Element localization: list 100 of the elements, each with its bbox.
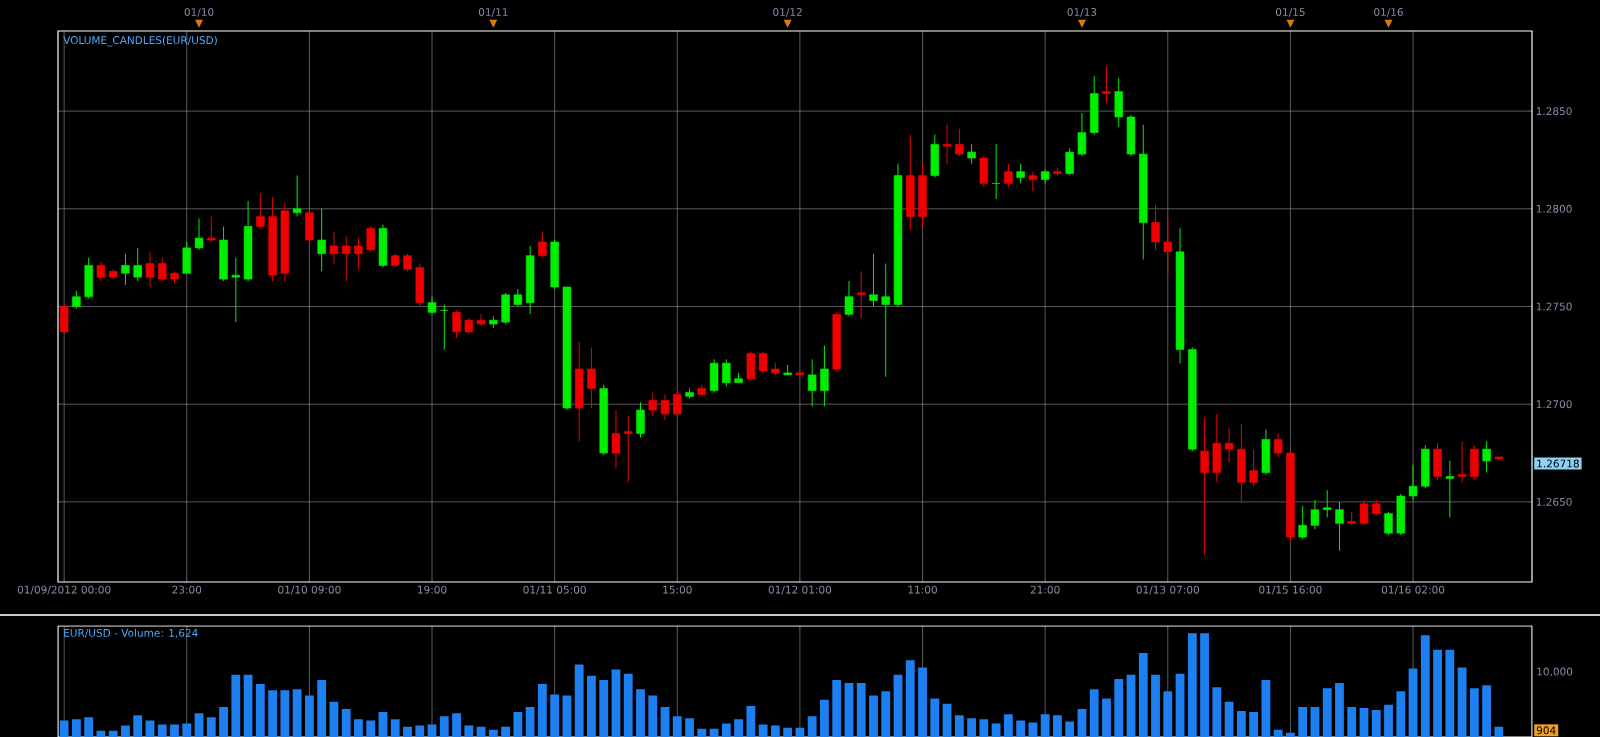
bar [403,726,412,737]
bar [881,691,891,737]
candlestick [1163,218,1173,276]
bar [930,698,940,737]
bar [194,713,204,737]
candlestick [133,247,142,282]
bar [84,717,94,737]
bar [905,660,915,737]
bar [1028,722,1038,737]
candlestick [121,253,130,286]
y-tick-label: 1.2750 [1536,302,1572,311]
bar [587,675,596,737]
bar [1261,679,1271,737]
candlestick [329,231,339,265]
bar [660,706,670,737]
bar [292,689,302,737]
candlestick [1457,440,1467,483]
candlestick [967,143,976,165]
bar [537,684,547,737]
bar [1016,720,1026,737]
candlestick [856,270,866,319]
text: 01/10 [184,8,214,17]
candlestick [722,358,731,388]
bar [1200,633,1209,737]
bar [1310,706,1320,737]
candlestick [1028,171,1038,192]
bar [108,730,118,737]
candlestick [1298,505,1307,540]
bar [1212,687,1222,737]
bar [464,725,474,737]
candlestick [476,313,486,327]
text: 1.26718 [1537,459,1579,468]
bar [268,690,278,737]
bar [1469,688,1479,737]
candlestick [1065,147,1074,177]
bar [329,701,339,737]
text: 904 [1536,726,1556,735]
bar [869,695,878,737]
candlestick [207,216,216,243]
bar [954,715,964,737]
bar [599,679,609,737]
bar [942,703,952,737]
bar [918,667,927,737]
bar [795,727,805,737]
candlestick [292,175,302,218]
bar [525,706,535,737]
bar [501,726,511,737]
bar [734,719,744,737]
x-tick-label: 15:00 [663,585,692,594]
bar [1371,710,1381,737]
bar [1040,714,1050,737]
candlestick [955,128,964,157]
x-tick-label: 01/13 07:00 [1136,585,1199,595]
candlestick [452,309,461,339]
bar [648,695,658,737]
bar [1053,715,1062,737]
bar [133,715,143,737]
bar [1359,707,1369,737]
candlestick [1384,511,1393,536]
bar [354,719,363,737]
text: 01/12 [773,8,802,17]
bar [182,723,192,737]
bar [1003,714,1013,737]
chart-title: VOLUME_CANDLES(EUR/USD) [63,35,217,47]
bar [1175,673,1185,737]
bar [317,679,327,737]
bar [280,690,290,737]
bar [721,723,731,737]
candlestick [1322,489,1332,519]
bar [145,720,155,737]
bar [121,725,130,737]
bar [623,673,633,737]
bar [1433,649,1442,737]
candlestick [844,280,854,317]
bar [366,720,376,737]
candlestick [587,347,596,409]
bar [206,717,216,737]
bar [697,728,707,737]
candlestick [1359,499,1369,526]
bar [1482,685,1492,737]
candlestick [1310,499,1320,530]
bar [1298,706,1308,737]
candlestick [1335,501,1344,552]
y-tick-label: 1.2850 [1536,107,1572,116]
bar [341,708,351,737]
candlestick [624,415,633,483]
candlestick [807,358,817,407]
bar [1163,691,1173,737]
y-tick-label: 1.2700 [1536,400,1572,409]
candlestick [1273,433,1283,458]
candlestick [256,192,265,229]
bar [856,683,866,737]
bar [1408,668,1418,737]
candlestick [1102,65,1111,104]
x-tick-label: 01/09/2012 00:00 [17,585,111,595]
bar [1286,732,1295,737]
candlestick [869,253,878,307]
bar [1322,688,1332,737]
bar [1126,674,1136,737]
bar [71,719,81,737]
